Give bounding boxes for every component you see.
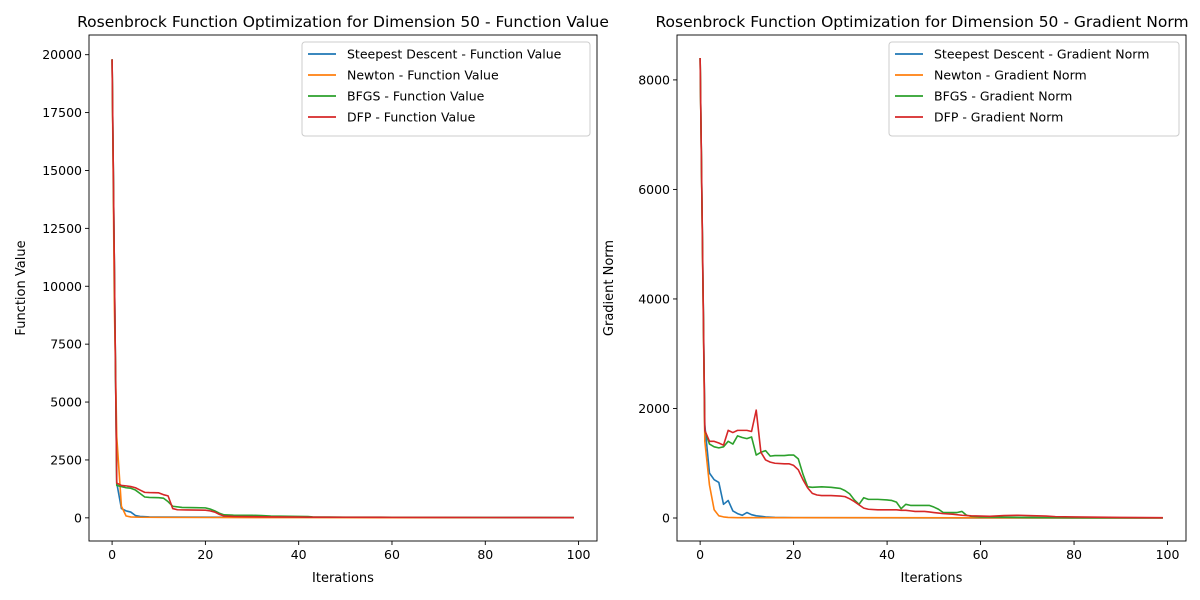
x-tick-label: 0 — [108, 547, 116, 562]
function-value-chart: Rosenbrock Function Optimization for Dim… — [14, 13, 609, 586]
y-tick-label: 0 — [662, 511, 670, 526]
legend-entry: BFGS - Function Value — [347, 89, 485, 104]
legend-entry: Steepest Descent - Function Value — [347, 47, 562, 62]
series-line-newton — [699, 57, 1163, 519]
legend-entry: DFP - Function Value — [347, 110, 476, 125]
x-tick-label: 100 — [1156, 547, 1180, 562]
series-line-bfgs — [699, 57, 1163, 519]
y-tick-label: 0 — [74, 510, 82, 525]
x-tick-label: 20 — [786, 547, 802, 562]
x-tick-label: 20 — [197, 547, 213, 562]
gradient-norm-chart: Rosenbrock Function Optimization for Dim… — [602, 13, 1189, 586]
chart-title: Rosenbrock Function Optimization for Dim… — [655, 13, 1188, 31]
series-line-dfp — [111, 59, 574, 519]
x-axis-label: Iterations — [312, 571, 374, 586]
y-tick-label: 8000 — [638, 72, 670, 87]
x-tick-label: 60 — [384, 547, 400, 562]
y-tick-label: 4000 — [638, 291, 670, 306]
legend-entry: Steepest Descent - Gradient Norm — [934, 47, 1149, 62]
y-tick-label: 12500 — [42, 221, 82, 236]
legend-entry: BFGS - Gradient Norm — [934, 89, 1072, 104]
x-tick-label: 0 — [696, 547, 704, 562]
y-tick-label: 7500 — [50, 337, 82, 352]
x-axis-label: Iterations — [901, 571, 963, 586]
legend: Steepest Descent - Function Value Newton … — [301, 41, 591, 137]
y-axis-label: Function Value — [14, 240, 29, 335]
series-line-dfp — [699, 57, 1163, 519]
y-tick-label: 15000 — [42, 163, 82, 178]
x-tick-label: 40 — [291, 547, 307, 562]
x-tick-label: 100 — [567, 547, 591, 562]
x-tick-label: 80 — [1066, 547, 1082, 562]
y-tick-label: 20000 — [42, 47, 82, 62]
axes-frame — [88, 34, 598, 542]
legend-box — [888, 41, 1180, 137]
legend-entry: DFP - Gradient Norm — [934, 110, 1063, 125]
legend-entry: Newton - Function Value — [347, 68, 499, 83]
y-tick-label: 5000 — [50, 395, 82, 410]
legend-entry: Newton - Gradient Norm — [934, 68, 1087, 83]
y-tick-label: 2000 — [638, 401, 670, 416]
y-tick-label: 10000 — [42, 279, 82, 294]
y-tick-label: 17500 — [42, 105, 82, 120]
chart-title: Rosenbrock Function Optimization for Dim… — [77, 13, 609, 31]
series-lines — [111, 59, 574, 519]
legend: Steepest Descent - Gradient Norm Newton -… — [888, 41, 1180, 137]
series-lines — [699, 57, 1163, 519]
x-tick-label: 80 — [477, 547, 493, 562]
y-tick-label: 6000 — [638, 182, 670, 197]
x-tick-label: 40 — [879, 547, 895, 562]
x-tick-label: 60 — [973, 547, 989, 562]
y-tick-label: 2500 — [50, 452, 82, 467]
legend-box — [301, 41, 591, 137]
y-axis-label: Gradient Norm — [602, 240, 617, 336]
axes-frame — [676, 34, 1187, 542]
